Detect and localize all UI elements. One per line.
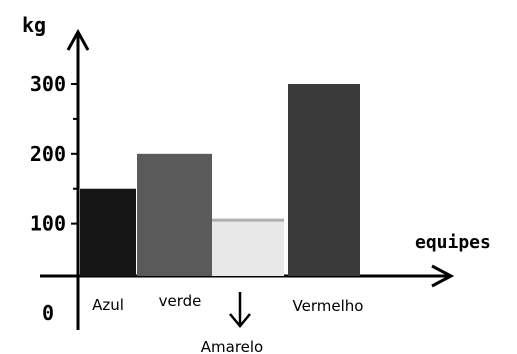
down-arrow-icon [229,292,251,328]
x-axis-label: equipes [415,232,491,253]
category-label-verde: verde [159,292,202,310]
y-axis-arrowhead [66,28,90,51]
x-axis-arrowhead [431,264,455,288]
category-label-azul: Azul [92,296,124,314]
bar-verde [137,153,212,276]
y-tick-label-300: 300 [30,72,66,96]
y-axis-label: kg [22,13,46,37]
category-label-vermelho: Vermelho [293,297,364,315]
y-tick-label-100: 100 [30,212,66,236]
bar-amarelo [212,220,284,276]
bar-vermelho [288,84,360,276]
origin-label: 0 [42,301,54,325]
category-label-amarelo: Amarelo [201,338,263,354]
y-tick-label-200: 200 [30,142,66,166]
bar-azul [80,188,136,276]
